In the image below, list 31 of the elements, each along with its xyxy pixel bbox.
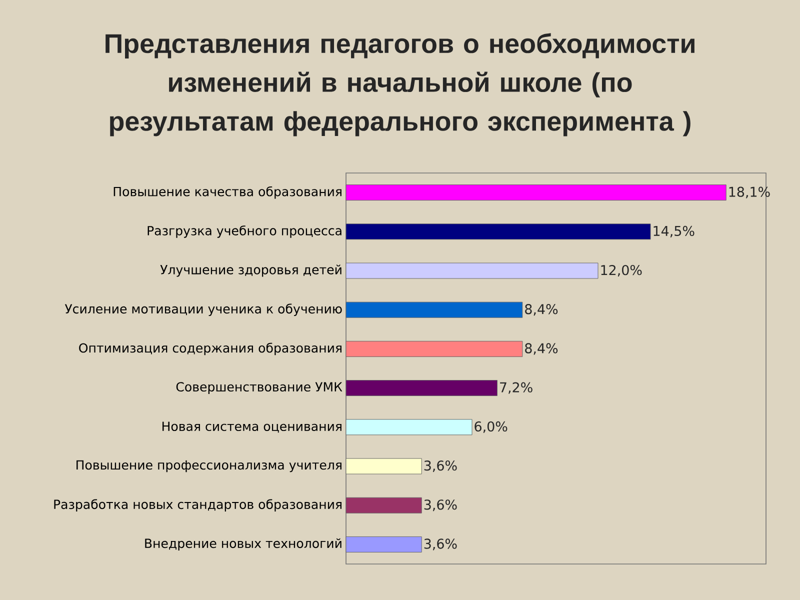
y-tick-label: Разгрузка учебного процесса bbox=[148, 225, 342, 238]
data-label: 3,6% bbox=[424, 460, 457, 472]
bar bbox=[346, 262, 598, 279]
data-label: 6,0% bbox=[474, 421, 508, 433]
bar bbox=[346, 224, 651, 240]
y-tick-label: Разработка новых стандартов образования bbox=[54, 499, 342, 512]
bar bbox=[346, 419, 472, 436]
bar bbox=[346, 497, 422, 514]
y-tick-label: Повышение профессионализма учителя bbox=[76, 460, 342, 472]
data-label: 3,6% bbox=[424, 538, 457, 550]
data-label: 8,4% bbox=[525, 304, 558, 316]
y-tick-label: Повышение качества образования bbox=[114, 186, 342, 199]
chart-title: Представления педагогов о необходимости изменений в начальной школе (по результатам федерального эксперимента ) bbox=[106, 33, 694, 136]
bar bbox=[346, 340, 523, 357]
y-tick-label: Внедрение новых технологий bbox=[145, 538, 342, 551]
y-tick-label: Новая система оценивания bbox=[162, 422, 342, 433]
bar bbox=[346, 380, 498, 396]
data-label: 12,0% bbox=[601, 264, 642, 277]
y-tick-label: Совершенствование УМК bbox=[176, 382, 342, 394]
data-label: 8,4% bbox=[525, 343, 558, 355]
bar bbox=[346, 184, 726, 201]
bar bbox=[346, 536, 422, 552]
data-label: 3,6% bbox=[424, 500, 457, 512]
data-label: 7,2% bbox=[500, 382, 532, 394]
y-tick-label: Усиление мотивации ученика к обучению bbox=[64, 304, 342, 316]
y-tick-label: Улучшение здоровья детей bbox=[160, 264, 342, 277]
data-label: 14,5% bbox=[654, 226, 694, 238]
data-label: 18,1% bbox=[729, 186, 770, 198]
bar bbox=[346, 458, 422, 474]
bar bbox=[346, 302, 523, 318]
y-tick-label: Оптимизация содержания образования bbox=[79, 342, 342, 356]
